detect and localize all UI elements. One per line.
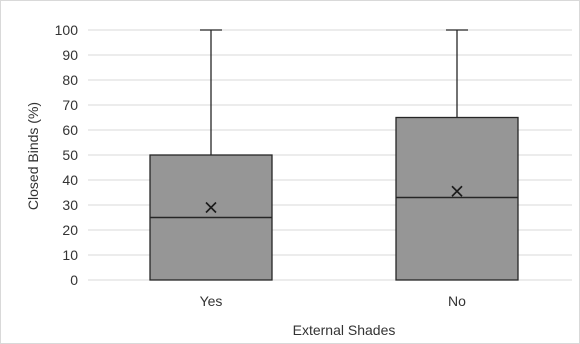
x-category-label: Yes — [200, 293, 223, 309]
y-tick-label: 50 — [62, 147, 78, 163]
box-plot-series — [149, 29, 519, 281]
x-category-label: No — [448, 293, 466, 309]
y-tick-label: 40 — [62, 172, 78, 188]
y-tick-label: 80 — [62, 72, 78, 88]
y-tick-label: 90 — [62, 47, 78, 63]
y-tick-label: 60 — [62, 122, 78, 138]
y-tick-label: 0 — [70, 272, 78, 288]
y-axis-tick-labels: 0 10 20 30 40 50 60 70 80 90 100 — [55, 22, 79, 288]
iqr-box — [395, 116, 519, 281]
mean-marker — [205, 201, 217, 214]
mean-marker — [451, 185, 463, 197]
y-tick-label: 70 — [62, 97, 78, 113]
x-axis-title: External Shades — [293, 322, 396, 338]
y-tick-label: 20 — [62, 222, 78, 238]
y-axis-title: Closed Binds (%) — [25, 102, 41, 210]
y-tick-label: 30 — [62, 197, 78, 213]
box-yes — [149, 29, 273, 281]
box-no — [395, 29, 519, 281]
x-axis-category-labels: Yes No — [200, 293, 467, 309]
y-tick-label: 10 — [62, 247, 78, 263]
y-tick-label: 100 — [55, 22, 79, 38]
